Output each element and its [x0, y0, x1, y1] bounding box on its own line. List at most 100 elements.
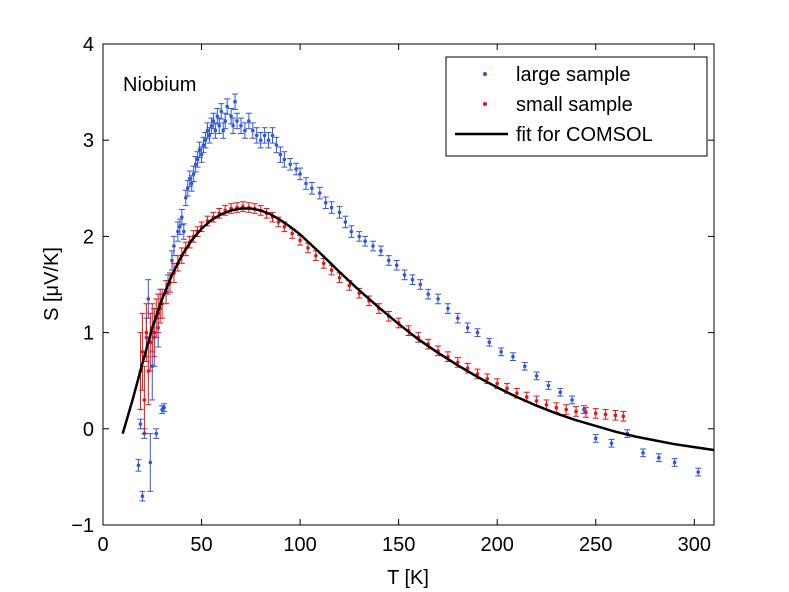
data-point: [197, 148, 202, 152]
data-point: [276, 220, 281, 224]
data-point: [455, 316, 460, 320]
data-point: [306, 246, 310, 250]
data-point: [304, 181, 308, 186]
x-tick-label: 300: [678, 534, 711, 556]
data-point: [180, 215, 184, 219]
data-point: [288, 162, 293, 167]
y-tick-label: 0: [83, 419, 94, 441]
data-point: [239, 123, 243, 128]
data-point: [201, 143, 206, 147]
data-point: [524, 395, 529, 399]
y-tick-label: 3: [83, 130, 94, 152]
data-point: [546, 383, 551, 388]
data-point: [323, 200, 328, 205]
data-point: [146, 297, 151, 301]
data-point: [183, 196, 188, 200]
data-point: [485, 376, 490, 381]
data-point: [185, 186, 190, 191]
data-point: [487, 340, 492, 345]
data-point: [290, 231, 295, 236]
data-point: [554, 405, 559, 410]
data-point: [199, 152, 204, 157]
y-tick-label: −1: [71, 515, 94, 537]
data-point: [337, 275, 342, 280]
data-point: [511, 354, 515, 359]
niobium-annotation: Niobium: [123, 74, 196, 96]
data-point: [278, 152, 283, 157]
y-tick-label: 4: [83, 34, 94, 56]
y-tick-label: 1: [83, 323, 94, 345]
data-point: [347, 283, 352, 288]
x-tick-label: 150: [382, 534, 415, 556]
data-point: [657, 455, 661, 460]
data-point: [310, 186, 314, 191]
data-point: [475, 330, 480, 335]
data-point: [343, 220, 348, 224]
legend: large sample small sample fit for COMSOL: [445, 56, 708, 157]
data-point: [233, 99, 237, 104]
series-layer: [121, 93, 714, 502]
x-tick-label: 250: [579, 534, 612, 556]
data-point: [574, 409, 578, 414]
data-point: [193, 162, 198, 167]
data-point: [584, 410, 588, 415]
data-point: [505, 386, 509, 391]
data-point: [235, 119, 239, 123]
data-point: [142, 398, 147, 402]
data-point: [570, 398, 574, 402]
plot-frame: [102, 43, 715, 526]
data-point: [621, 414, 626, 419]
data-point: [140, 350, 145, 354]
data-point: [270, 133, 275, 138]
data-point: [195, 157, 200, 162]
data-point: [446, 306, 450, 311]
data-point: [136, 463, 141, 468]
data-point: [465, 325, 470, 330]
data-point: [544, 402, 549, 407]
data-point: [203, 138, 208, 142]
data-point: [363, 239, 367, 244]
x-tick-label: 100: [283, 534, 316, 556]
data-point: [205, 128, 210, 133]
data-point: [176, 229, 180, 234]
data-point: [229, 114, 233, 118]
data-point: [318, 191, 322, 195]
legend-box: [445, 56, 708, 157]
data-point: [282, 157, 287, 162]
data-point: [282, 224, 287, 229]
data-point: [357, 234, 362, 239]
legend-label-small-sample: small sample: [516, 94, 633, 116]
data-point: [154, 431, 159, 436]
data-point: [371, 244, 375, 248]
data-point: [522, 364, 527, 369]
x-axis-title: T [K]: [387, 567, 429, 589]
data-point: [140, 494, 145, 498]
x-tick-label: 50: [190, 534, 212, 556]
data-point: [144, 330, 149, 335]
data-point: [582, 407, 586, 412]
data-point: [394, 263, 399, 268]
legend-label-large-sample: large sample: [516, 64, 631, 86]
data-point: [609, 441, 614, 446]
data-point: [641, 451, 645, 455]
legend-label-fit: fit for COMSOL: [516, 124, 653, 146]
data-point: [329, 268, 334, 272]
data-point: [499, 350, 503, 354]
data-point: [258, 138, 263, 142]
data-point: [243, 128, 247, 133]
data-point: [534, 374, 539, 378]
data-point: [534, 399, 539, 403]
data-point: [298, 172, 302, 176]
data-point: [182, 229, 186, 234]
data-point: [191, 172, 196, 176]
data-point: [329, 205, 334, 210]
data-point: [672, 460, 677, 465]
data-point: [219, 109, 224, 114]
data-point: [495, 381, 499, 386]
data-point: [152, 330, 157, 335]
x-tick-label: 200: [481, 534, 514, 556]
data-point: [402, 273, 407, 277]
data-point: [475, 372, 480, 376]
data-point: [465, 366, 470, 370]
